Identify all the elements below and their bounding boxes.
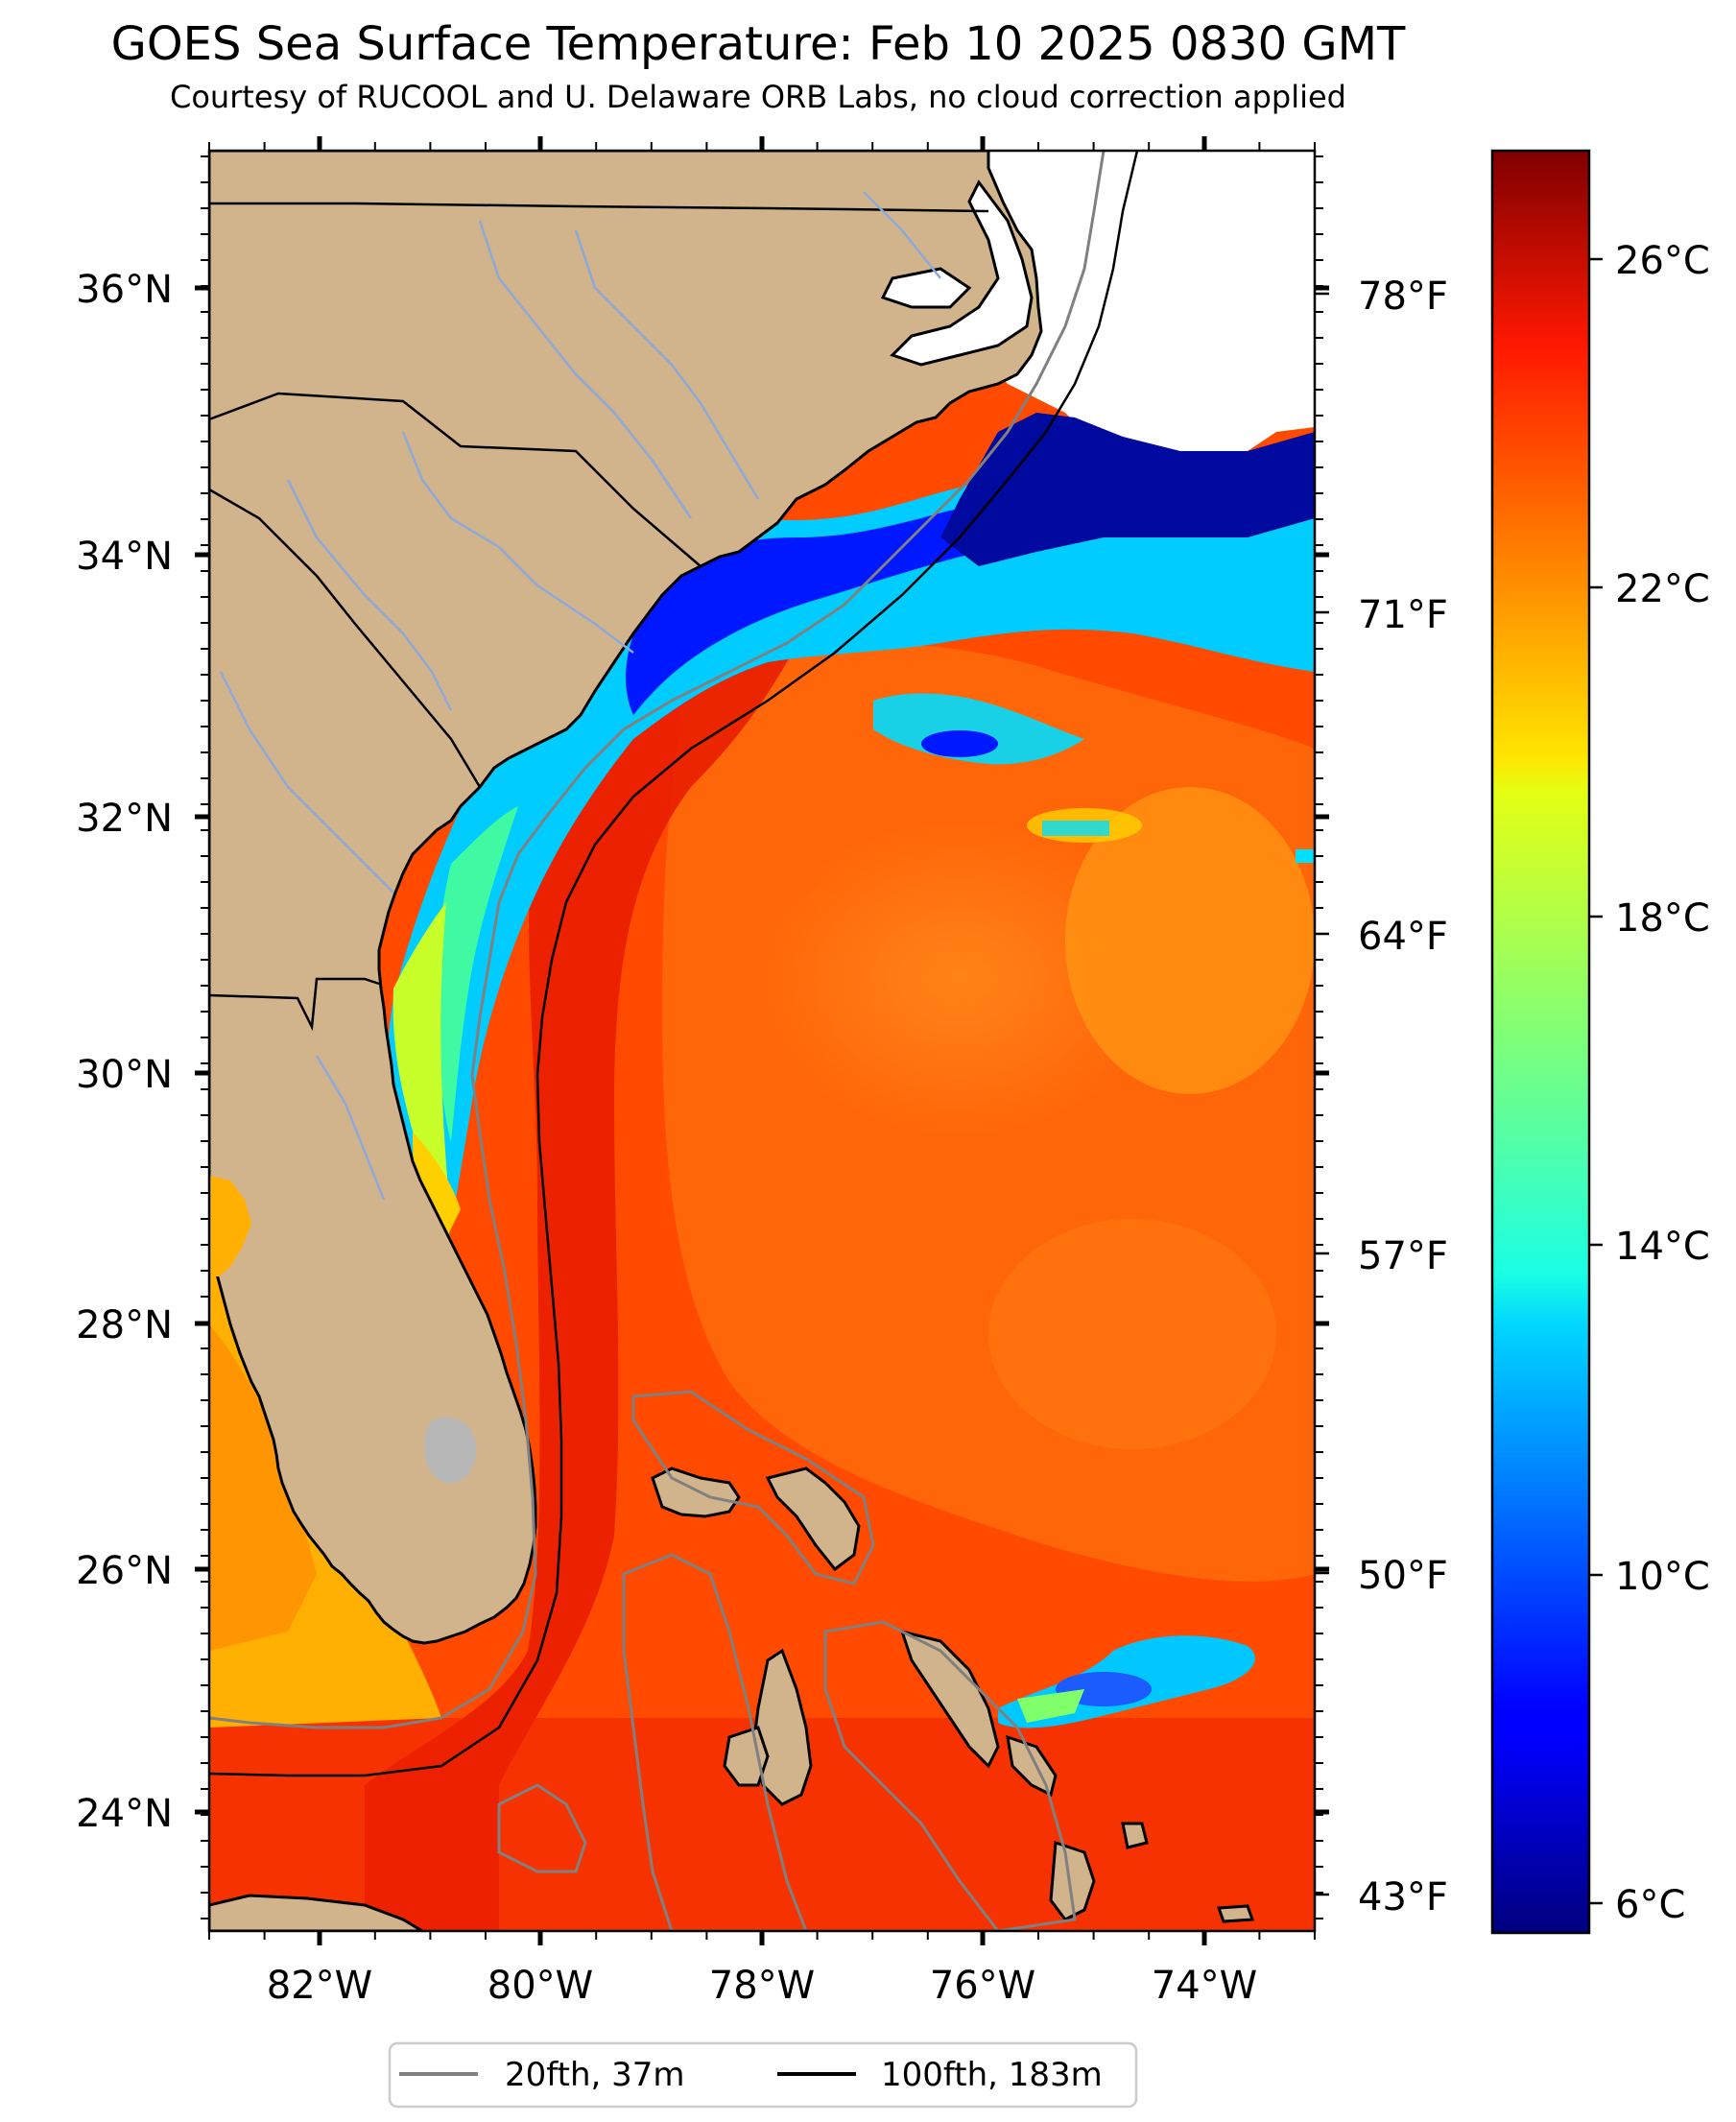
legend-box <box>388 2041 1138 2109</box>
f-label-57: 57°F <box>1358 1234 1448 1278</box>
cbar-label-14c: 14°C <box>1615 1225 1710 1269</box>
lat-label-26n: 26°N <box>76 1549 173 1593</box>
cold-shelf-water <box>386 466 1315 1277</box>
axis-ticks <box>195 136 1329 1945</box>
bahamas-bank-outlines <box>497 1390 1077 1931</box>
lon-label-82w: 82°W <box>267 1964 372 2008</box>
warm-patch-east <box>1065 787 1315 1094</box>
f-label-64: 64°F <box>1358 915 1448 959</box>
map-title: GOES Sea Surface Temperature: Feb 10 202… <box>110 17 1406 71</box>
lat-label-36n: 36°N <box>76 268 173 312</box>
warm-patch-south <box>988 1219 1276 1449</box>
cbar-label-26c: 26°C <box>1615 239 1710 283</box>
cbar-label-22c: 22°C <box>1615 567 1710 611</box>
f-label-43: 43°F <box>1358 1875 1448 1919</box>
f-label-71: 71°F <box>1358 593 1448 637</box>
gulf-stream-core <box>365 585 825 1931</box>
lat-label-30n: 30°N <box>76 1053 173 1097</box>
f-label-78: 78°F <box>1358 274 1448 319</box>
land-mainland <box>209 151 1043 1645</box>
no-data-area <box>988 151 1315 468</box>
legend: 20fth, 37m 100fth, 183m <box>388 2041 1138 2109</box>
lat-label-28n: 28°N <box>76 1303 173 1347</box>
isobath-20fth <box>209 151 1106 1729</box>
map-panel <box>209 151 1315 1931</box>
fahrenheit-labels: 78°F 71°F 64°F 57°F 50°F 43°F <box>1358 274 1448 1919</box>
legend-label-20fth: 20fth, 37m <box>505 2056 685 2094</box>
cbar-label-10c: 10°C <box>1615 1555 1710 1599</box>
isobath-100fth <box>209 151 1139 1777</box>
rivers <box>219 191 941 1201</box>
cbar-label-6c: 6°C <box>1615 1883 1685 1927</box>
lon-label-78w: 78°W <box>709 1964 815 2008</box>
colorbar: 26°C 22°C 18°C 14°C 10°C 6°C <box>1490 149 1710 1935</box>
legend-label-100fth: 100fth, 183m <box>881 2056 1103 2094</box>
lake-okeechobee <box>424 1417 477 1484</box>
map-subtitle: Courtesy of RUCOOL and U. Delaware ORB L… <box>170 79 1346 115</box>
lon-label-76w: 76°W <box>930 1964 1035 2008</box>
cbar-label-18c: 18°C <box>1615 896 1710 941</box>
colorbar-ticks <box>1589 257 1603 1905</box>
lat-label-32n: 32°N <box>76 797 173 841</box>
lat-label-24n: 24°N <box>76 1792 173 1836</box>
pamlico-sound <box>890 179 1034 367</box>
bahamas-islands <box>209 1466 1255 1931</box>
state-borders <box>209 202 989 1032</box>
lat-label-34n: 34°N <box>76 535 173 579</box>
longitude-labels: 82°W 80°W 78°W 76°W 74°W <box>267 1964 1257 2008</box>
colorbar-gradient <box>1490 149 1591 1935</box>
lon-label-80w: 80°W <box>488 1964 593 2008</box>
f-label-50: 50°F <box>1358 1554 1448 1598</box>
eddy-feature <box>749 816 1171 1142</box>
latitude-labels: 36°N 34°N 32°N 30°N 28°N 26°N 24°N <box>76 268 173 1836</box>
coldest-water <box>940 413 1315 566</box>
lon-label-74w: 74°W <box>1152 1964 1257 2008</box>
